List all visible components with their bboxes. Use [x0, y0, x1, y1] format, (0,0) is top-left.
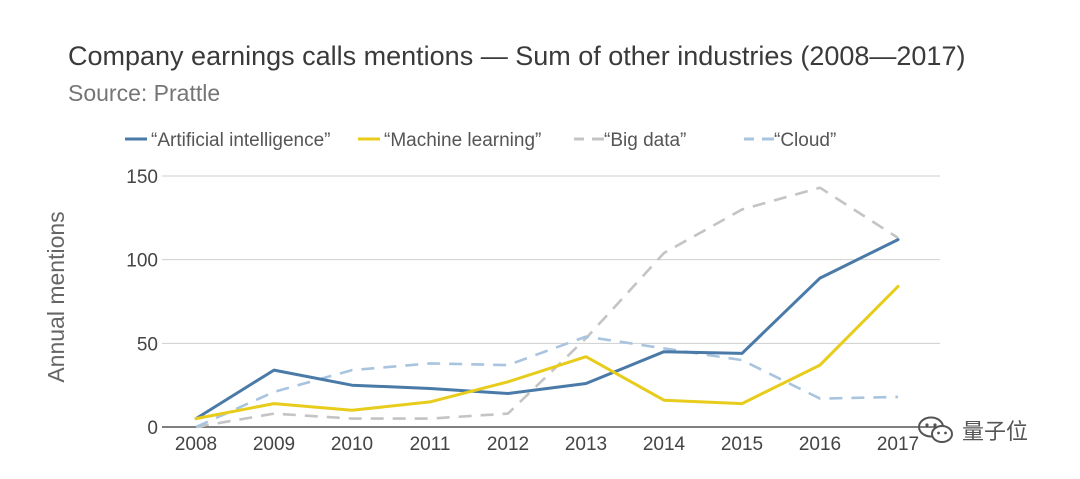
- x-tick-label: 2009: [253, 434, 295, 455]
- legend-label-2: “Big data”: [604, 130, 686, 151]
- x-tick-label: 2010: [331, 434, 373, 455]
- x-tick-label: 2012: [487, 434, 529, 455]
- x-tick-label: 2017: [877, 434, 919, 455]
- y-tick-label: 0: [147, 418, 158, 439]
- y-tick-label: 50: [137, 334, 158, 355]
- x-tick-label: 2008: [175, 434, 217, 455]
- legend-label-1: “Machine learning”: [384, 130, 541, 151]
- chart-title: Company earnings calls mentions — Sum of…: [68, 41, 966, 71]
- series-line-2: [195, 186, 899, 429]
- series-line-0: [194, 238, 900, 421]
- legend-label-0: “Artificial intelligence”: [151, 130, 331, 151]
- x-tick-label: 2011: [410, 434, 451, 455]
- series-line-1: [194, 284, 900, 421]
- legend-label-3: “Cloud”: [774, 130, 836, 151]
- watermark: 量子位: [916, 414, 1028, 446]
- y-tick-label: 150: [126, 167, 158, 188]
- wechat-icon: [918, 416, 953, 443]
- chart-subtitle: Source: Prattle: [68, 80, 221, 106]
- x-tick-label: 2013: [565, 434, 607, 455]
- series-line-3: [195, 335, 899, 429]
- y-tick-label: 100: [126, 251, 158, 272]
- watermark-text: 量子位: [962, 419, 1029, 444]
- x-tick-label: 2014: [643, 434, 686, 455]
- x-tick-label: 2016: [799, 434, 841, 455]
- x-tick-label: 2015: [721, 434, 763, 455]
- y-axis-label: Annual mentions: [43, 211, 69, 382]
